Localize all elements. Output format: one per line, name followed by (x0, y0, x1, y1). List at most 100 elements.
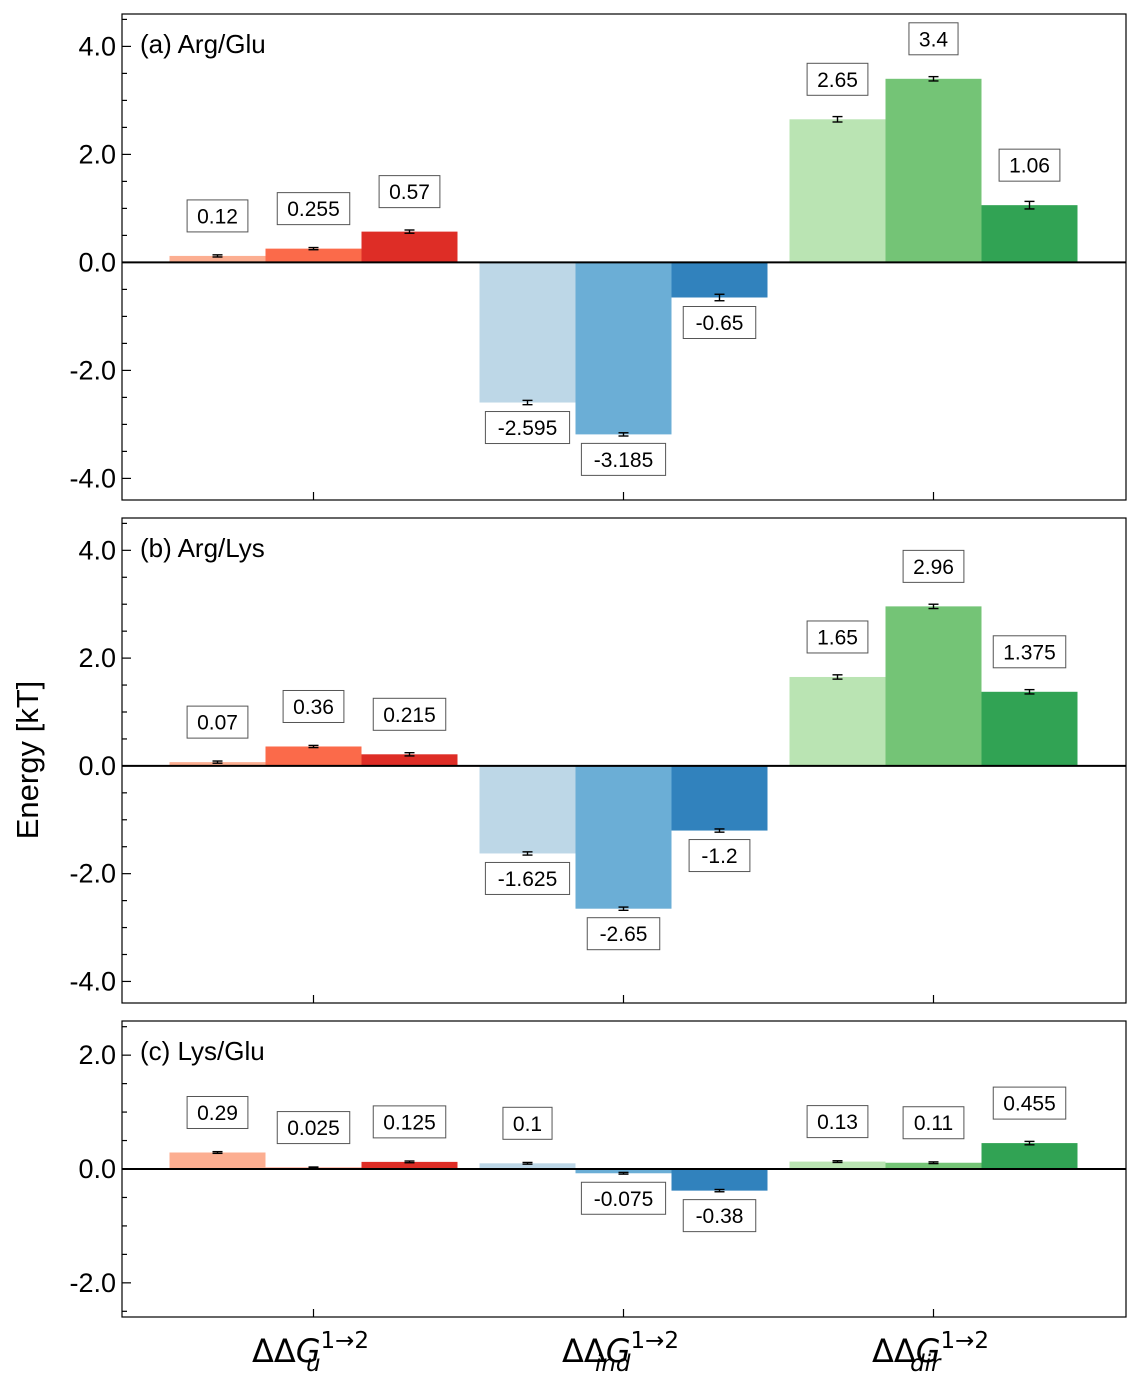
data-label-box (276, 192, 351, 226)
data-label: 1.06 (1009, 155, 1050, 178)
y-tick-label: -4.0 (69, 463, 116, 493)
data-label: 0.13 (817, 1111, 858, 1134)
data-label: 0.36 (293, 696, 334, 719)
bar (789, 676, 886, 766)
data-label: 2.65 (817, 69, 858, 92)
data-label-box (276, 1111, 351, 1145)
data-label-box (372, 1105, 447, 1139)
data-label-box (688, 839, 751, 873)
data-label: 0.455 (1003, 1093, 1056, 1116)
bar (575, 765, 672, 909)
data-label-box (806, 620, 869, 654)
data-label: 0.125 (383, 1111, 436, 1134)
data-label-box (186, 705, 249, 739)
bar (575, 262, 672, 435)
panel-title: (c) Lys/Glu (140, 1036, 265, 1066)
x-category-label: ΔΔG1→2 dir (872, 1328, 989, 1377)
data-label-box (580, 442, 667, 476)
data-label: 0.12 (197, 205, 238, 228)
data-label-box (998, 148, 1061, 182)
bar (479, 262, 576, 403)
panel-1: -4.0 -2.0 0.0 2.0 4.0 0.07 0.36 0.215 -1.625 -2.6… (69, 517, 1127, 1004)
data-label: 0.025 (287, 1117, 340, 1140)
data-label-box (902, 1106, 965, 1140)
bar (361, 231, 458, 263)
data-label: -1.625 (498, 868, 558, 891)
y-tick-label: 0.0 (78, 247, 116, 277)
data-label-box (806, 62, 869, 96)
bar (671, 262, 768, 298)
bar (885, 78, 982, 263)
y-tick-label: 4.0 (78, 535, 116, 565)
y-tick-label: 0.0 (78, 751, 116, 781)
y-tick-label: 4.0 (78, 31, 116, 61)
y-axis-label: Energy [kT] (10, 681, 45, 840)
data-label-box (902, 549, 965, 583)
data-label-box (372, 697, 447, 731)
data-label: -2.595 (498, 417, 558, 440)
bar (169, 762, 266, 766)
bar (361, 754, 458, 766)
bar (789, 119, 886, 263)
data-label: 0.255 (287, 198, 340, 221)
data-label-box (186, 1095, 249, 1129)
y-tick-label: -4.0 (69, 966, 116, 996)
data-label: -3.185 (594, 449, 654, 472)
data-label: -0.38 (696, 1205, 744, 1228)
panel-title: (a) Arg/Glu (140, 29, 266, 59)
data-label-box (502, 1106, 553, 1140)
data-label-box (484, 861, 571, 895)
data-label-box (580, 1181, 667, 1215)
bar (671, 1169, 768, 1191)
bar (789, 1161, 886, 1169)
bar (981, 691, 1078, 766)
data-label: 0.29 (197, 1102, 238, 1125)
bar (981, 1143, 1078, 1169)
data-label: 0.215 (383, 704, 436, 727)
data-label-box (378, 175, 441, 209)
bar (575, 1169, 672, 1174)
panel-2: -2.0 0.0 2.0 0.29 0.025 0.125 0.1 -0.075 -0.38 0.… (69, 1020, 1127, 1318)
y-tick-label: -2.0 (69, 859, 116, 889)
y-tick-label: -2.0 (69, 355, 116, 385)
data-label: -0.65 (696, 312, 744, 335)
data-label: 2.96 (913, 556, 954, 579)
y-tick-label: 2.0 (78, 643, 116, 673)
data-label: 0.57 (389, 181, 430, 204)
y-tick-label: 2.0 (78, 1040, 116, 1070)
data-label: 1.65 (817, 626, 858, 649)
bar (671, 765, 768, 831)
bar (885, 1162, 982, 1169)
data-label-box (586, 917, 661, 951)
bar (169, 255, 266, 263)
data-label-box (484, 411, 571, 445)
bar (361, 1161, 458, 1169)
data-label-box (806, 1105, 869, 1139)
x-category-labels: ΔΔG1→2 u ΔΔG1→2 ind ΔΔG1→2 dir (252, 1328, 989, 1377)
x-category-label: ΔΔG1→2 u (252, 1328, 369, 1377)
x-category-label: ΔΔG1→2 ind (562, 1328, 679, 1377)
data-label-box (992, 1086, 1067, 1120)
data-label-box (682, 1199, 757, 1233)
data-label-box (186, 199, 249, 233)
data-label: 0.07 (197, 712, 238, 735)
y-tick-label: 2.0 (78, 139, 116, 169)
y-tick-label: -2.0 (69, 1268, 116, 1298)
bar (265, 248, 362, 263)
panel-0: -4.0 -2.0 0.0 2.0 4.0 0.12 0.255 0.57 -2.595 -3.1… (69, 13, 1127, 501)
data-label-box (282, 689, 345, 723)
panels: -4.0 -2.0 0.0 2.0 4.0 0.12 0.255 0.57 -2.595 -3.1… (69, 13, 1127, 1318)
data-label: -1.2 (701, 845, 737, 868)
data-label: -2.65 (600, 923, 648, 946)
bar (265, 746, 362, 766)
panel-title: (b) Arg/Lys (140, 533, 265, 563)
bar (981, 205, 1078, 263)
data-label-box (992, 635, 1067, 669)
data-label: 0.11 (914, 1112, 953, 1135)
data-label: 1.375 (1003, 641, 1056, 664)
data-label-box (682, 306, 757, 339)
data-label: 0.1 (513, 1113, 542, 1136)
bar (479, 765, 576, 854)
bar (885, 606, 982, 766)
